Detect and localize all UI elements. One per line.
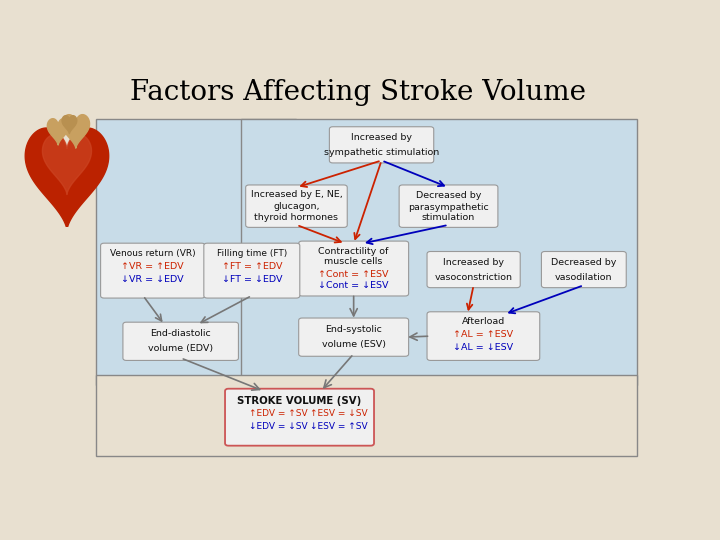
Text: Increased by E, NE,: Increased by E, NE, [251,190,342,199]
Text: vasodilation: vasodilation [555,273,613,281]
FancyBboxPatch shape [246,185,347,227]
FancyBboxPatch shape [240,119,637,385]
Text: ↓FT = ↓EDV: ↓FT = ↓EDV [222,275,282,284]
Text: thyroid hormones: thyroid hormones [254,213,338,222]
Text: Increased by: Increased by [443,258,504,267]
Text: Decreased by: Decreased by [551,258,616,267]
FancyBboxPatch shape [299,318,409,356]
FancyBboxPatch shape [225,389,374,446]
Text: Afterload: Afterload [462,318,505,327]
Text: ↓Cont = ↓ESV: ↓Cont = ↓ESV [318,281,389,289]
Text: ↓EDV = ↓SV: ↓EDV = ↓SV [249,422,307,431]
Text: volume (ESV): volume (ESV) [322,340,386,349]
Text: muscle cells: muscle cells [325,258,383,266]
FancyBboxPatch shape [96,375,637,456]
Text: ↓VR = ↓EDV: ↓VR = ↓EDV [122,275,184,284]
Text: glucagon,: glucagon, [273,201,320,211]
Text: Decreased by: Decreased by [416,191,481,200]
Polygon shape [48,119,69,145]
FancyBboxPatch shape [399,185,498,227]
Text: STROKE VOLUME (SV): STROKE VOLUME (SV) [238,396,361,406]
Text: ↑Cont = ↑ESV: ↑Cont = ↑ESV [318,270,389,279]
Text: volume (EDV): volume (EDV) [148,345,213,353]
Text: Factors Affecting Stroke Volume: Factors Affecting Stroke Volume [130,79,586,106]
Polygon shape [62,116,77,134]
Text: End-diastolic: End-diastolic [150,329,211,339]
FancyBboxPatch shape [204,243,300,298]
Text: sympathetic stimulation: sympathetic stimulation [324,148,439,157]
Text: stimulation: stimulation [422,213,475,222]
FancyBboxPatch shape [541,252,626,288]
Text: ↑ESV = ↓SV: ↑ESV = ↓SV [310,409,367,418]
Text: ↑VR = ↑EDV: ↑VR = ↑EDV [122,262,184,271]
Polygon shape [25,128,109,230]
FancyBboxPatch shape [299,241,409,296]
FancyBboxPatch shape [427,252,521,288]
Text: ↑FT = ↑EDV: ↑FT = ↑EDV [222,262,282,271]
Text: ↓ESV = ↑SV: ↓ESV = ↑SV [310,422,367,431]
FancyBboxPatch shape [96,119,297,385]
FancyBboxPatch shape [123,322,238,360]
FancyBboxPatch shape [427,312,540,360]
Text: Increased by: Increased by [351,133,412,142]
FancyBboxPatch shape [329,127,433,163]
Text: End-systolic: End-systolic [325,325,382,334]
Text: ↑EDV = ↑SV: ↑EDV = ↑SV [249,409,307,418]
Text: Venous return (VR): Venous return (VR) [110,248,196,258]
Text: vasoconstriction: vasoconstriction [435,273,513,281]
Text: Filling time (FT): Filling time (FT) [217,248,287,258]
Text: ↑AL = ↑ESV: ↑AL = ↑ESV [454,329,513,339]
Text: ↓AL = ↓ESV: ↓AL = ↓ESV [454,343,513,352]
Polygon shape [42,134,91,194]
Text: Contractility of: Contractility of [318,247,389,255]
FancyBboxPatch shape [101,243,205,298]
Text: parasympathetic: parasympathetic [408,203,489,212]
Polygon shape [62,114,89,148]
